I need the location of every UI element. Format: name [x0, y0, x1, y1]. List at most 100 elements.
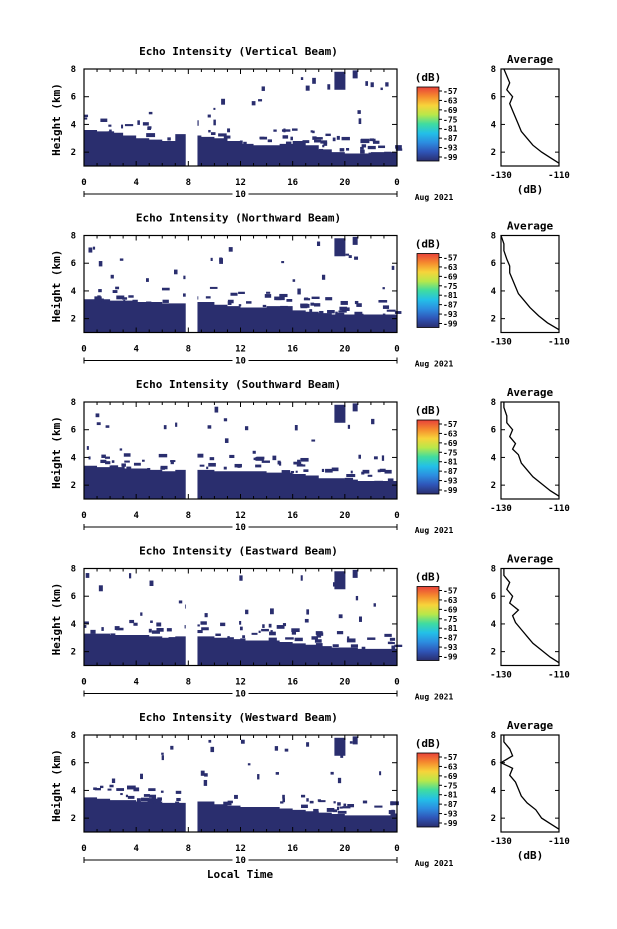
y-axis-label: Height (km): [50, 83, 63, 156]
echo-speck: [257, 774, 260, 780]
average-title: Average: [507, 53, 554, 66]
echo-speck: [207, 425, 212, 429]
echo-fragment: [367, 474, 373, 477]
y-tick-label: 2: [71, 814, 76, 824]
echo-fragment: [146, 301, 152, 305]
average-x-tick-label: -130: [490, 504, 512, 514]
echo-speck: [140, 612, 143, 616]
echo-speck: [347, 424, 351, 429]
x-tick-label: 20: [339, 178, 350, 188]
echo-fragment: [242, 635, 246, 639]
x-tick-label: 0: [394, 178, 399, 188]
echo-fragment: [176, 797, 181, 802]
echo-fragment: [147, 127, 151, 130]
y-tick-label: 8: [71, 398, 76, 408]
echo-speck: [208, 739, 212, 743]
echo-speck: [268, 623, 272, 628]
echo-fragment: [148, 788, 156, 792]
echo-fragment: [223, 466, 227, 470]
echo-layer: [84, 797, 397, 832]
echo-fragment: [343, 803, 347, 807]
echo-fragment: [274, 296, 282, 301]
colorbar-tick-label: -63: [443, 263, 458, 272]
echo-fragment: [234, 794, 238, 799]
echo-speck: [98, 585, 103, 592]
colorbar-tick-label: -57: [443, 420, 458, 429]
echo-fragment: [296, 464, 306, 467]
echo-speck: [305, 85, 310, 91]
echo-fragment: [94, 787, 101, 791]
echo-speck: [221, 98, 226, 105]
average-title: Average: [507, 386, 554, 399]
echo-fragment: [156, 627, 164, 632]
echo-fragment: [361, 471, 365, 475]
echo-fragment: [208, 462, 216, 467]
echo-fragment: [239, 626, 243, 631]
echo-speck: [379, 771, 382, 776]
echo-fragment: [368, 152, 374, 156]
echo-cell: [352, 236, 358, 245]
echo-fragment: [126, 785, 136, 790]
y-axis-label: Height (km): [50, 416, 63, 489]
echo-fragment: [342, 806, 351, 809]
colorbar: [416, 86, 440, 162]
echo-speck: [330, 771, 334, 775]
x-axis-label-local-time: Local Time: [207, 868, 274, 881]
echo-speck: [161, 752, 164, 755]
echo-fragment: [160, 790, 164, 793]
colorbar-tick-label: -57: [443, 87, 458, 96]
echo-fragment: [206, 466, 209, 470]
echo-fragment: [332, 137, 336, 142]
echo-fragment: [148, 628, 152, 633]
echo-layer: [84, 633, 397, 666]
echo-fragment: [388, 810, 396, 815]
echo-speck: [270, 608, 274, 615]
echo-fragment: [337, 810, 347, 814]
echo-fragment: [374, 805, 383, 808]
echo-fragment: [110, 633, 116, 638]
average-y-tick-label: 2: [491, 814, 496, 824]
echo-fragment: [291, 128, 298, 131]
echo-fragment: [339, 148, 345, 152]
x-tick-label: 20: [339, 678, 350, 688]
average-y-tick-label: 2: [491, 148, 496, 158]
echo-speck: [306, 609, 310, 615]
echo-fragment: [336, 135, 340, 140]
echo-fragment: [354, 311, 363, 316]
echo-speck: [252, 450, 256, 454]
echo-layer: [84, 299, 397, 333]
average-y-tick-label: 2: [491, 481, 496, 491]
echo-fragment: [84, 114, 89, 118]
x-tick-label: 8: [186, 678, 191, 688]
echo-speck: [239, 575, 243, 581]
colorbar-tick-label: -69: [443, 439, 458, 448]
average-title: Average: [507, 553, 554, 566]
echo-speck: [365, 81, 369, 86]
echo-fragment: [123, 453, 131, 457]
echo-fragment: [125, 794, 129, 798]
echo-fragment: [84, 624, 87, 628]
echo-speck: [210, 257, 213, 261]
echo-fragment: [240, 638, 246, 642]
average-x-tick-label: -130: [490, 171, 512, 181]
echo-fragment: [270, 630, 273, 633]
echo-fragment: [166, 628, 172, 632]
echo-fragment: [129, 619, 135, 624]
day-label-bg: [232, 189, 249, 198]
x-tick-label: 8: [186, 511, 191, 521]
echo-speck: [300, 77, 304, 80]
average-x-tick-label: -110: [548, 504, 570, 514]
colorbar-tick-label: -57: [443, 254, 458, 263]
echo-fragment: [336, 631, 344, 635]
echo-cell: [334, 737, 346, 756]
x-tick-label: 12: [235, 511, 246, 521]
echo-fragment: [223, 801, 232, 806]
echo-fragment: [335, 312, 345, 316]
echo-fragment: [116, 788, 125, 791]
echo-fragment: [133, 462, 141, 466]
average-y-tick-label: 8: [491, 731, 496, 741]
echo-fragment: [175, 790, 182, 794]
y-tick-label: 6: [71, 759, 76, 769]
echo-fragment: [238, 304, 242, 307]
colorbar-tick-label: -69: [443, 605, 458, 614]
